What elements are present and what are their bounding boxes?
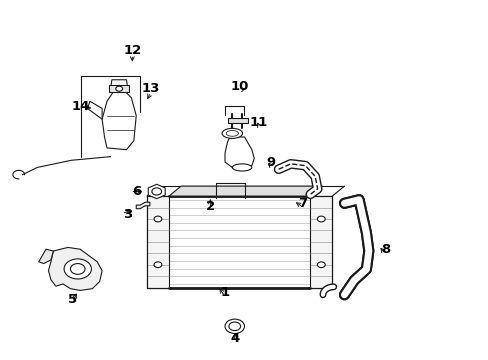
Text: 6: 6 <box>131 185 141 198</box>
Circle shape <box>64 259 91 279</box>
Circle shape <box>224 319 244 333</box>
Polygon shape <box>310 196 331 288</box>
Text: 14: 14 <box>72 100 90 113</box>
Text: 1: 1 <box>220 287 229 300</box>
Circle shape <box>70 264 85 274</box>
Circle shape <box>154 262 162 267</box>
Polygon shape <box>147 196 331 288</box>
Ellipse shape <box>222 129 242 138</box>
Polygon shape <box>102 90 136 150</box>
Text: 10: 10 <box>230 80 248 93</box>
Text: 2: 2 <box>205 201 215 213</box>
Circle shape <box>317 216 325 222</box>
Bar <box>109 85 129 92</box>
Circle shape <box>154 216 162 222</box>
Text: 8: 8 <box>381 243 390 256</box>
Text: 13: 13 <box>142 82 160 95</box>
Text: 7: 7 <box>298 197 307 210</box>
Polygon shape <box>224 137 254 169</box>
Ellipse shape <box>226 131 238 136</box>
Bar <box>228 118 247 123</box>
Text: 4: 4 <box>230 332 239 345</box>
Polygon shape <box>136 202 150 209</box>
Circle shape <box>317 262 325 267</box>
Text: 9: 9 <box>266 156 275 169</box>
Text: 11: 11 <box>249 116 268 129</box>
Polygon shape <box>48 247 102 291</box>
Ellipse shape <box>232 164 251 171</box>
Polygon shape <box>87 101 102 119</box>
Polygon shape <box>39 249 53 264</box>
Polygon shape <box>110 80 128 90</box>
Circle shape <box>228 322 240 330</box>
Polygon shape <box>148 184 165 199</box>
Polygon shape <box>147 196 168 288</box>
Text: 3: 3 <box>122 208 132 221</box>
Text: 12: 12 <box>123 44 141 57</box>
Circle shape <box>116 86 122 91</box>
Polygon shape <box>168 186 322 196</box>
Text: 5: 5 <box>68 293 77 306</box>
Circle shape <box>152 188 161 195</box>
